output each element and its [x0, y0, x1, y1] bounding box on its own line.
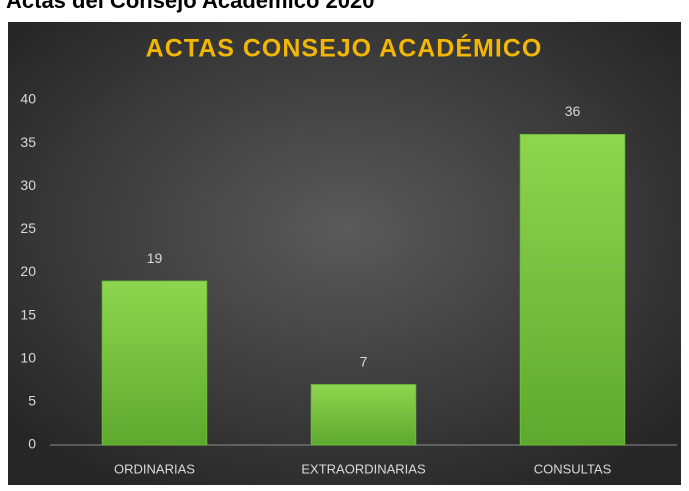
data-label: 7 [360, 353, 368, 369]
bar [310, 384, 417, 446]
y-tick-label: 30 [20, 177, 36, 193]
y-tick-label: 35 [20, 134, 36, 150]
bar [519, 134, 626, 446]
y-tick-label: 20 [20, 263, 36, 279]
y-tick-label: 15 [20, 306, 36, 322]
heading: Actas del Consejo Académico 2020 [6, 0, 374, 13]
data-label: 36 [565, 103, 581, 119]
y-tick-label: 5 [28, 393, 36, 409]
chart-title: ACTAS CONSEJO ACADÉMICO [146, 34, 543, 63]
x-tick-label: EXTRAORDINARIAS [301, 461, 426, 476]
bar [101, 280, 208, 446]
y-tick-label: 10 [20, 349, 36, 365]
y-tick-label: 25 [20, 220, 36, 236]
x-tick-label: ORDINARIAS [114, 461, 195, 476]
data-label: 19 [147, 250, 163, 266]
x-tick-label: CONSULTAS [534, 461, 612, 476]
y-tick-label: 40 [20, 91, 36, 107]
y-tick-label: 0 [28, 436, 36, 452]
